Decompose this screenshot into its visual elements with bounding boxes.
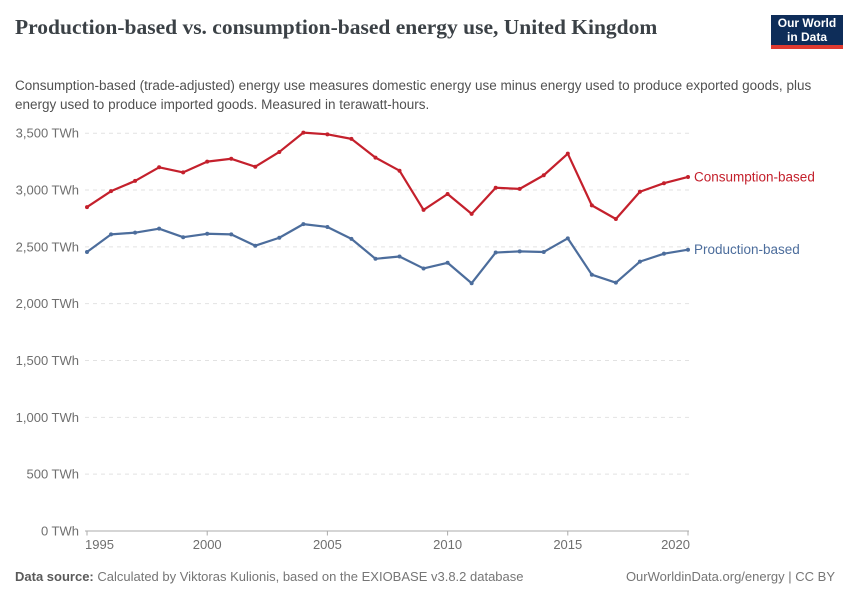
series-point-production-based[interactable] (517, 249, 522, 254)
x-axis-tick-label: 2010 (433, 537, 462, 552)
series-point-production-based[interactable] (493, 250, 498, 255)
y-axis-tick-label: 1,500 TWh (16, 353, 79, 368)
series-point-production-based[interactable] (205, 231, 210, 236)
series-point-consumption-based[interactable] (253, 164, 258, 169)
series-point-production-based[interactable] (541, 249, 546, 254)
x-axis-tick-label: 2005 (313, 537, 342, 552)
chart-subtitle: Consumption-based (trade-adjusted) energ… (15, 78, 812, 112)
series-point-production-based[interactable] (613, 280, 618, 285)
series-point-production-based[interactable] (253, 243, 258, 248)
series-point-consumption-based[interactable] (541, 173, 546, 178)
series-point-consumption-based[interactable] (349, 136, 354, 141)
series-point-consumption-based[interactable] (517, 186, 522, 191)
series-point-production-based[interactable] (277, 235, 282, 240)
series-point-consumption-based[interactable] (565, 151, 570, 156)
series-point-consumption-based[interactable] (493, 185, 498, 190)
series-point-production-based[interactable] (85, 249, 89, 254)
series-point-consumption-based[interactable] (301, 130, 306, 135)
series-point-production-based[interactable] (109, 232, 114, 237)
y-axis-tick-label: 500 TWh (26, 467, 79, 482)
series-point-consumption-based[interactable] (469, 211, 474, 216)
series-point-production-based[interactable] (469, 281, 474, 286)
y-axis-tick-label: 0 TWh (41, 524, 79, 539)
series-point-consumption-based[interactable] (397, 168, 402, 173)
series-line-production-based[interactable] (85, 223, 690, 285)
owid-logo-line1: Our World (777, 16, 837, 30)
series-point-production-based[interactable] (181, 235, 186, 240)
x-axis-tick-label: 2000 (193, 537, 222, 552)
series-point-consumption-based[interactable] (613, 217, 618, 222)
series-point-production-based[interactable] (421, 266, 426, 271)
y-axis-tick-label: 2,500 TWh (16, 239, 79, 254)
series-point-consumption-based[interactable] (109, 189, 114, 194)
y-axis-tick-label: 2,000 TWh (16, 296, 79, 311)
series-point-consumption-based[interactable] (205, 159, 210, 164)
series-line-consumption-based[interactable] (85, 131, 690, 221)
x-axis-tick-label: 2015 (553, 537, 582, 552)
owid-logo-line2: in Data (786, 30, 827, 44)
series-point-production-based[interactable] (686, 247, 690, 252)
series-label-production-based[interactable]: Production-based (694, 242, 800, 257)
series-point-consumption-based[interactable] (181, 170, 186, 175)
owid-logo[interactable]: Our World in Data (771, 15, 843, 49)
series-point-consumption-based[interactable] (133, 178, 138, 183)
series-point-production-based[interactable] (373, 256, 378, 261)
series-point-consumption-based[interactable] (325, 132, 330, 137)
series-point-consumption-based[interactable] (373, 155, 378, 160)
y-axis-tick-label: 1,000 TWh (16, 410, 79, 425)
series-point-production-based[interactable] (565, 236, 570, 241)
series-point-consumption-based[interactable] (589, 203, 594, 208)
series-point-production-based[interactable] (445, 260, 450, 265)
series-point-consumption-based[interactable] (157, 165, 162, 170)
series-point-consumption-based[interactable] (445, 192, 450, 197)
y-axis-tick-label: 3,500 TWh (16, 126, 79, 141)
data-source-label: Data source: (15, 569, 94, 584)
series-point-production-based[interactable] (589, 272, 594, 277)
series-point-production-based[interactable] (301, 222, 306, 227)
series-point-production-based[interactable] (325, 224, 330, 229)
series-point-production-based[interactable] (157, 226, 162, 231)
owid-credit-link[interactable]: OurWorldinData.org/energy | CC BY (625, 569, 835, 584)
series-point-consumption-based[interactable] (637, 189, 642, 194)
series-point-consumption-based[interactable] (661, 181, 666, 186)
data-source-note: Data source: Calculated by Viktoras Kuli… (15, 569, 524, 584)
series-point-production-based[interactable] (661, 251, 666, 256)
chart-title: Production-based vs. consumption-based e… (15, 15, 658, 39)
x-axis-tick-label: 1995 (85, 537, 114, 552)
data-source-text: Calculated by Viktoras Kulionis, based o… (93, 569, 524, 584)
series-label-consumption-based[interactable]: Consumption-based (694, 169, 815, 184)
series-point-consumption-based[interactable] (277, 149, 282, 154)
series-point-production-based[interactable] (229, 232, 234, 237)
series-point-consumption-based[interactable] (229, 156, 234, 161)
series-point-production-based[interactable] (397, 254, 402, 259)
series-point-consumption-based[interactable] (85, 205, 89, 210)
series-point-consumption-based[interactable] (421, 207, 426, 212)
series-point-production-based[interactable] (637, 259, 642, 264)
series-point-production-based[interactable] (349, 236, 354, 241)
series-point-consumption-based[interactable] (686, 174, 690, 179)
y-axis-tick-label: 3,000 TWh (16, 183, 79, 198)
x-axis-tick-label: 2020 (661, 537, 690, 552)
series-point-production-based[interactable] (133, 230, 138, 235)
